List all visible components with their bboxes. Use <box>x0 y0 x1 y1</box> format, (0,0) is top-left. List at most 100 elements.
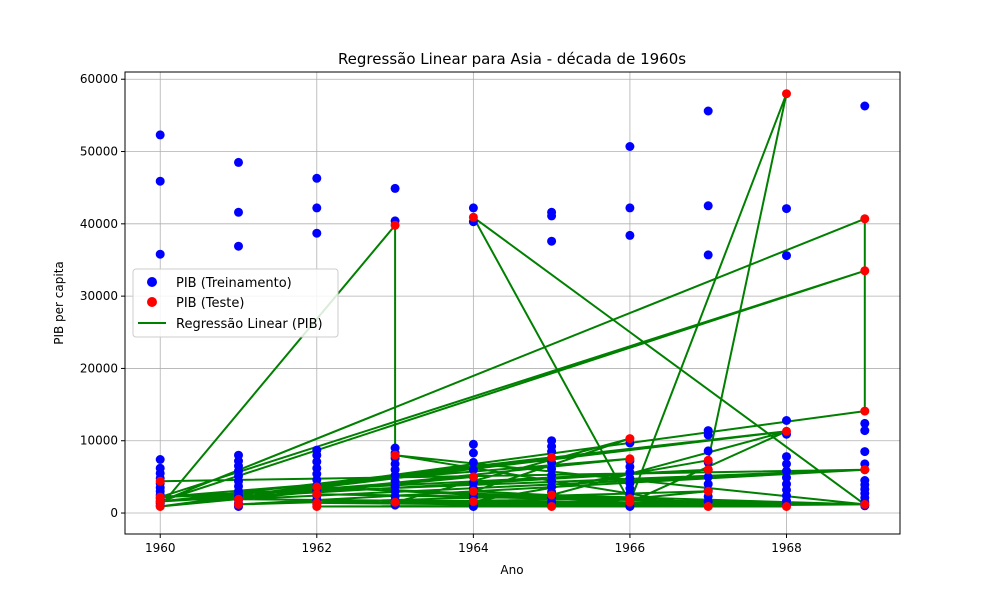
test-point <box>312 489 322 499</box>
test-point <box>625 434 635 444</box>
train-point <box>703 446 713 456</box>
train-point <box>860 418 870 428</box>
x-tick-label: 1962 <box>302 541 333 555</box>
test-point <box>703 502 713 511</box>
test-point <box>860 499 870 509</box>
x-axis: 1960 1962 1964 1966 1968 <box>145 534 802 555</box>
test-point <box>860 465 870 475</box>
train-point <box>782 459 791 469</box>
test-point <box>625 454 635 464</box>
train-point <box>312 457 322 467</box>
test-point <box>860 266 870 276</box>
test-point <box>468 486 478 496</box>
y-tick-label: 40000 <box>80 217 118 231</box>
legend-label-train: PIB (Treinamento) <box>176 276 292 291</box>
points-layer <box>155 89 870 511</box>
y-tick-label: 10000 <box>80 434 118 448</box>
train-point <box>547 464 557 474</box>
train-point <box>468 465 478 475</box>
train-point <box>468 203 478 213</box>
train-point <box>782 466 791 476</box>
test-point <box>782 502 791 511</box>
train-point <box>547 236 557 246</box>
train-point <box>234 241 243 251</box>
test-point <box>390 220 400 230</box>
y-axis: 0 10000 20000 30000 40000 50000 60000 <box>80 72 125 520</box>
legend-label-regression: Regressão Linear (PIB) <box>176 317 323 332</box>
y-tick-label: 20000 <box>80 361 118 375</box>
train-point <box>468 448 478 458</box>
train-point <box>782 251 791 261</box>
train-point <box>312 450 322 460</box>
test-point <box>547 490 557 500</box>
train-point <box>468 457 478 467</box>
test-point <box>390 450 400 460</box>
legend-box <box>132 268 339 338</box>
test-point <box>547 452 557 462</box>
train-point <box>860 447 870 457</box>
y-tick-label: 0 <box>110 506 118 520</box>
train-point <box>390 183 400 193</box>
x-axis-title: Ano <box>500 563 523 577</box>
train-point <box>155 130 165 140</box>
train-point <box>782 204 791 214</box>
y-tick-label: 60000 <box>80 72 118 86</box>
train-point <box>703 106 713 116</box>
y-axis-title: PIB per capita <box>52 261 66 345</box>
test-point <box>782 89 791 99</box>
train-point <box>703 430 713 440</box>
train-point <box>860 101 870 111</box>
test-point <box>234 499 243 509</box>
test-point <box>860 214 870 224</box>
test-point <box>860 406 870 416</box>
train-point <box>312 203 322 213</box>
train-point <box>703 250 713 260</box>
y-tick-label: 30000 <box>80 289 118 303</box>
x-tick-label: 1964 <box>458 541 489 555</box>
legend: PIB (Treinamento) PIB (Teste) Regressão … <box>132 268 339 338</box>
chart-title: Regressão Linear para Asia - década de 1… <box>338 50 686 68</box>
test-point <box>703 455 713 465</box>
y-tick-label: 50000 <box>80 145 118 159</box>
train-point <box>234 207 243 217</box>
legend-label-test: PIB (Teste) <box>176 296 244 311</box>
train-point <box>468 439 478 449</box>
train-point <box>625 230 635 240</box>
train-point <box>625 142 635 151</box>
legend-marker-test <box>147 297 157 307</box>
test-point <box>312 482 322 492</box>
x-tick-label: 1966 <box>615 541 646 555</box>
train-point <box>312 173 322 183</box>
train-point <box>703 479 713 489</box>
test-point <box>468 472 478 482</box>
train-point <box>155 455 165 464</box>
test-point <box>703 465 713 475</box>
train-point <box>234 157 243 167</box>
train-point <box>547 211 557 221</box>
x-tick-label: 1968 <box>771 541 802 555</box>
grid <box>125 72 900 534</box>
train-point <box>782 416 791 425</box>
train-point <box>703 472 713 482</box>
plot-frame <box>124 71 901 535</box>
test-point <box>155 476 165 486</box>
test-point <box>782 426 791 436</box>
x-tick-label: 1960 <box>145 541 176 555</box>
train-point <box>625 203 635 213</box>
test-point <box>547 502 557 511</box>
test-point <box>312 502 322 511</box>
train-point <box>155 176 165 186</box>
test-point <box>155 502 165 511</box>
train-point <box>312 228 322 238</box>
test-point <box>703 486 713 496</box>
test-point <box>625 497 635 507</box>
test-point <box>390 497 400 507</box>
train-point <box>782 452 791 462</box>
train-point <box>860 426 870 436</box>
legend-marker-train <box>147 277 157 287</box>
test-point <box>468 212 478 222</box>
train-point <box>155 249 165 259</box>
train-point <box>782 473 791 483</box>
train-point <box>703 201 713 211</box>
